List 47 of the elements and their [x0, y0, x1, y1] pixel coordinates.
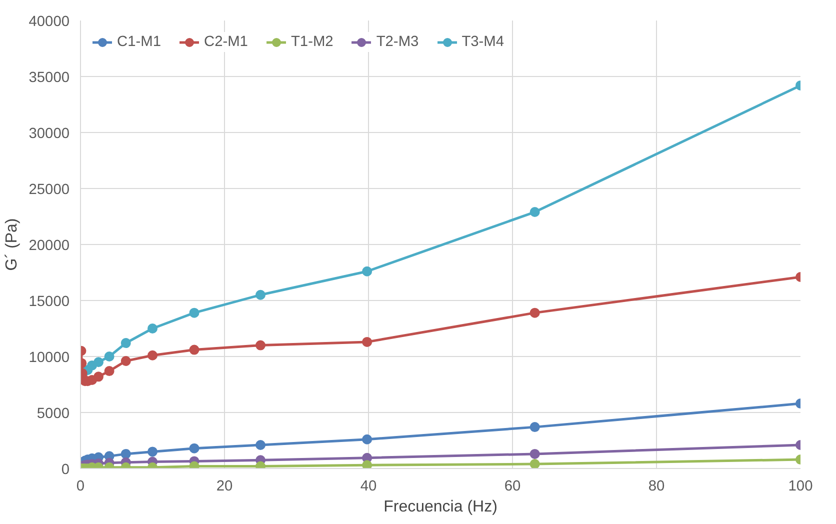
point: [120, 338, 131, 348]
point: [189, 308, 200, 318]
point: [362, 336, 372, 347]
y-tick-label: 40000: [28, 14, 70, 30]
legend-label: T1-M2: [290, 34, 334, 50]
x-tick-label: 20: [216, 478, 233, 494]
point: [189, 344, 200, 355]
point: [104, 366, 114, 376]
point: [530, 459, 540, 468]
x-tick-label: 60: [504, 478, 521, 494]
x-tick-label: 40: [360, 478, 377, 494]
y-tick-label: 35000: [28, 70, 70, 86]
point: [120, 448, 131, 459]
point: [362, 460, 372, 468]
point: [104, 352, 114, 362]
point: [256, 340, 266, 350]
point: [94, 372, 104, 382]
y-tick-label: 10000: [28, 350, 70, 366]
x-tick-label: 80: [648, 478, 665, 494]
point: [530, 422, 540, 432]
y-tick-label: 0: [61, 462, 70, 478]
point: [189, 443, 200, 454]
point: [362, 266, 372, 276]
x-tick-label: 0: [76, 478, 85, 494]
legend-label: C2-M1: [204, 34, 248, 50]
point: [94, 357, 104, 368]
x-tick-label: 100: [788, 478, 813, 494]
legend-label: T3-M4: [462, 34, 504, 50]
y-tick-label: 5000: [36, 406, 70, 422]
point: [256, 440, 266, 450]
y-tick-label: 30000: [28, 126, 70, 142]
y-tick-label: 25000: [28, 182, 70, 198]
legend-label: C1-M1: [117, 34, 161, 50]
point: [120, 356, 131, 366]
point: [362, 434, 372, 444]
point: [148, 324, 158, 334]
point: [256, 290, 266, 300]
y-tick-label: 20000: [28, 238, 70, 254]
point: [530, 207, 540, 218]
x-axis-title: Frecuencia (Hz): [384, 498, 498, 516]
y-axis-title: G´ (Pa): [4, 218, 21, 271]
y-tick-label: 15000: [28, 294, 70, 310]
point: [530, 308, 540, 318]
point: [530, 448, 540, 459]
legend-label: T2-M3: [376, 34, 419, 50]
point: [148, 350, 158, 360]
point: [148, 446, 158, 457]
